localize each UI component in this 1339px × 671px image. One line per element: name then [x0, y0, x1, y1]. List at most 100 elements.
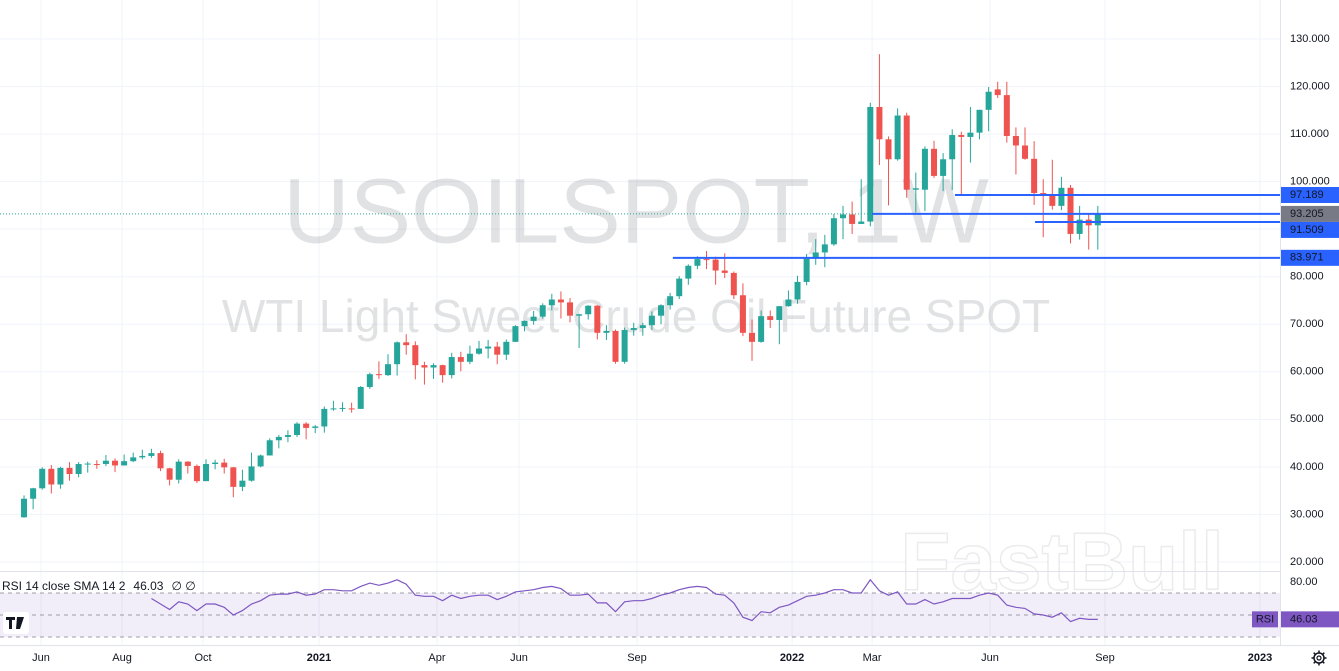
candle-body	[985, 91, 992, 110]
candle-body	[585, 305, 592, 315]
candle-body	[294, 423, 301, 436]
candle-body	[821, 244, 828, 253]
candle-body	[1076, 219, 1083, 234]
x-tick-label: Jun	[32, 652, 50, 664]
candle-body	[557, 299, 564, 303]
candle-body	[567, 302, 574, 316]
candle-body	[548, 299, 555, 306]
price-tag-bg	[1281, 205, 1339, 222]
candle-body	[858, 221, 865, 224]
candle-body	[385, 364, 392, 376]
candle-body	[212, 462, 219, 465]
price-tag-bg	[1281, 249, 1339, 266]
candle-body	[994, 89, 1001, 96]
candle-body	[439, 365, 446, 376]
candle-body	[1031, 158, 1038, 194]
y-tick-label: 70.000	[1290, 318, 1324, 330]
watermark-subtitle: WTI Light Sweet Crude Oil Future SPOT	[222, 290, 1050, 342]
x-tick-label: Oct	[194, 652, 211, 664]
candle-body	[485, 346, 492, 349]
candle-body	[921, 148, 928, 190]
x-tick-label: 2022	[780, 652, 804, 664]
candle-body	[521, 320, 528, 327]
logo-bg	[3, 612, 29, 634]
candle-body	[21, 498, 28, 518]
logo[interactable]	[3, 612, 29, 634]
y-tick-label: 50.000	[1290, 413, 1324, 425]
candle-body	[767, 316, 774, 320]
rsi-value-tag-bg	[1281, 611, 1339, 628]
candle-body	[849, 214, 856, 224]
candle-body	[394, 342, 401, 365]
candle-body	[284, 435, 291, 437]
candle-body	[749, 332, 756, 342]
gear-hub	[1316, 655, 1322, 661]
candle-body	[266, 440, 273, 456]
candle-body	[1012, 135, 1019, 146]
candle-body	[639, 325, 646, 329]
candle-body	[931, 148, 938, 176]
candle-body	[312, 426, 319, 428]
price-tag-bg	[1281, 221, 1339, 238]
price-tag: 83.971	[1290, 252, 1324, 264]
candle-body	[539, 305, 546, 317]
marks	[0, 54, 1280, 623]
candle-body	[166, 468, 173, 480]
x-tick-label: Apr	[428, 652, 445, 664]
candle-body	[867, 106, 874, 222]
candle-body	[721, 270, 728, 273]
gear-ring	[1313, 652, 1325, 664]
candle-body	[1058, 187, 1065, 206]
candle-body	[594, 305, 601, 333]
candle-body	[130, 457, 137, 462]
candle-body	[730, 272, 737, 296]
candle-body	[157, 453, 164, 469]
candle-body	[712, 259, 719, 271]
candle-body	[739, 295, 746, 333]
candle-body	[57, 467, 64, 485]
rsi-legend-name: RSI 14 close SMA 14 2	[2, 579, 126, 593]
candle-body	[576, 314, 583, 316]
price-tag-bg	[1281, 186, 1339, 203]
candle-body	[912, 188, 919, 190]
candle-body	[330, 408, 337, 410]
candle-body	[448, 357, 455, 376]
candle-body	[840, 214, 847, 219]
x-tick-label: Sep	[627, 652, 647, 664]
candle-body	[339, 407, 346, 409]
candle-body	[148, 453, 155, 456]
candle-body	[803, 258, 810, 282]
candle-body	[1094, 213, 1101, 226]
x-tick-label: Mar	[863, 652, 882, 664]
y-tick-label: 80.00	[1290, 576, 1318, 588]
candle-body	[175, 461, 182, 480]
candle-body	[403, 342, 410, 346]
candle-body	[694, 259, 701, 266]
candle-body	[275, 436, 282, 441]
candle-body	[321, 408, 328, 427]
x-tick-label: Jun	[981, 652, 999, 664]
candle-body	[476, 348, 483, 354]
candle-body	[494, 346, 501, 355]
price-tag: 91.509	[1290, 224, 1324, 236]
candle-body	[375, 374, 382, 376]
x-tick-label: Sep	[1095, 652, 1115, 664]
x-tick-label: Jun	[510, 652, 528, 664]
candle-body	[940, 159, 947, 176]
candle-body	[958, 135, 965, 137]
candle-body	[903, 115, 910, 190]
candle-body	[412, 345, 419, 366]
x-tick-label: 2023	[1248, 652, 1272, 664]
gear-teeth	[1311, 650, 1327, 666]
candle-body	[357, 387, 364, 409]
y-tick-label: 110.000	[1290, 128, 1329, 140]
candle-body	[1040, 193, 1047, 195]
rsi-value-tag: 46.03	[1290, 613, 1318, 625]
logo-mark	[6, 617, 24, 629]
candle-body	[1003, 95, 1010, 136]
candle-body	[457, 357, 464, 362]
settings-icon[interactable]	[1311, 650, 1327, 666]
watermark-title: USOILSPOT, 1W	[283, 160, 989, 262]
